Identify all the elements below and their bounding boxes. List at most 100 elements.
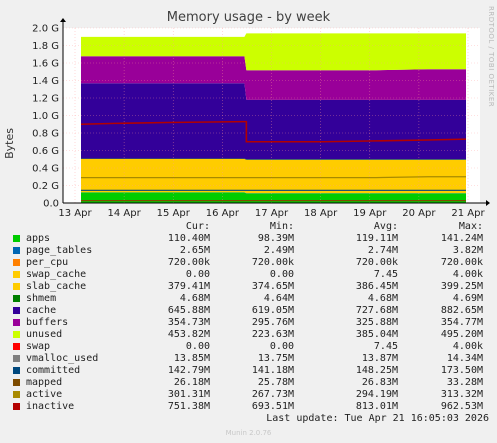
legend-min: 98.39M: [257, 233, 294, 244]
y-tick-label: 1.4 G: [32, 76, 59, 87]
x-tick-label: 18 Apr: [304, 208, 338, 219]
legend-name: unused: [26, 329, 63, 340]
legend-max: 495.20M: [440, 329, 483, 340]
legend-swatch: [13, 343, 20, 350]
legend-cur: 0.00: [185, 341, 210, 352]
legend-min: 141.18M: [251, 365, 294, 376]
last-update: Last update: Tue Apr 21 16:05:03 2026: [266, 413, 489, 424]
legend-max: 720.00k: [440, 257, 483, 268]
x-tick-label: 13 Apr: [58, 208, 92, 219]
y-tick-label: 1.0 G: [32, 111, 59, 122]
legend-cur: 379.41M: [167, 281, 210, 292]
legend-swatch: [13, 319, 20, 326]
legend-min: 374.65M: [251, 281, 294, 292]
header-min: Min:: [269, 221, 294, 232]
legend-swatch: [13, 271, 20, 278]
legend-avg: 4.68M: [367, 293, 398, 304]
legend-cur: 142.79M: [167, 365, 210, 376]
legend-cur: 645.88M: [167, 305, 210, 316]
legend-max: 173.50M: [440, 365, 483, 376]
legend-cur: 751.38M: [167, 401, 210, 412]
legend-max: 354.77M: [440, 317, 483, 328]
legend-min: 693.51M: [251, 401, 294, 412]
legend-avg: 813.01M: [355, 401, 398, 412]
area-apps: [81, 192, 466, 203]
x-tick-label: 16 Apr: [206, 208, 240, 219]
legend-table: Cur: Min: Avg: Max: apps 110.40M 98.39M 119…: [12, 221, 490, 413]
y-tick-label: 1.2 G: [32, 94, 59, 105]
area-page-tables: [81, 192, 466, 194]
legend-min: 619.05M: [251, 305, 294, 316]
line-inactive: [80, 120, 467, 143]
y-tick-label: 2.0 G: [32, 24, 59, 35]
x-tick-label: 17 Apr: [255, 208, 289, 219]
legend-name: slab_cache: [26, 281, 87, 292]
y-tick-label: 1.8 G: [32, 41, 59, 52]
legend-row-inactive: inactive 751.38M 693.51M 813.01M 962.53M: [12, 401, 490, 413]
legend-avg: 148.25M: [355, 365, 398, 376]
header-max: Max:: [458, 221, 483, 232]
x-tick-label: 20 Apr: [402, 208, 436, 219]
legend-min: 25.78M: [257, 377, 294, 388]
legend-avg: 26.83M: [361, 377, 398, 388]
legend-row-slab-cache: slab_cache 379.41M 374.65M 386.45M 399.25M: [12, 281, 490, 293]
x-tick-label: 21 Apr: [451, 208, 485, 219]
legend-cur: 354.73M: [167, 317, 210, 328]
legend-name: cache: [26, 305, 57, 316]
legend-max: 4.00k: [452, 269, 483, 280]
legend-cur: 453.82M: [167, 329, 210, 340]
legend-min: 267.73M: [251, 389, 294, 400]
legend-swatch: [13, 259, 20, 266]
legend-avg: 727.68M: [355, 305, 398, 316]
area-slab-cache: [81, 159, 466, 194]
legend-cur: 301.31M: [167, 389, 210, 400]
legend-row-apps: apps 110.40M 98.39M 119.11M 141.24M: [12, 233, 490, 245]
legend-row-shmem: shmem 4.68M 4.64M 4.68M 4.69M: [12, 293, 490, 305]
legend-min: 0.00: [269, 341, 294, 352]
legend-max: 3.82M: [452, 245, 483, 256]
legend-swatch: [13, 391, 20, 398]
legend-cur: 26.18M: [173, 377, 210, 388]
legend-swatch: [13, 307, 20, 314]
y-tick-label: 0.6 G: [32, 146, 59, 157]
y-tick-label: 1.6 G: [32, 59, 59, 70]
legend-name: shmem: [26, 293, 57, 304]
x-tick-label: 15 Apr: [157, 208, 191, 219]
legend-cur: 0.00: [185, 269, 210, 280]
legend-cur: 110.40M: [167, 233, 210, 244]
header-avg: Avg:: [373, 221, 398, 232]
legend-cur: 720.00k: [167, 257, 210, 268]
line-active: [81, 176, 466, 179]
legend-min: 2.49M: [263, 245, 294, 256]
legend-swatch: [13, 355, 20, 362]
legend-max: 313.32M: [440, 389, 483, 400]
legend-row-page-tables: page_tables 2.65M 2.49M 2.74M 3.82M: [12, 245, 490, 257]
legend-cur: 2.65M: [179, 245, 210, 256]
legend-avg: 7.45: [373, 269, 398, 280]
rrdtool-credit: RRDTOOL / TOBI OETIKER: [487, 6, 495, 108]
legend-name: inactive: [26, 401, 75, 412]
legend-min: 4.64M: [263, 293, 294, 304]
legend-max: 14.34M: [446, 353, 483, 364]
legend-avg: 294.19M: [355, 389, 398, 400]
legend-avg: 386.45M: [355, 281, 398, 292]
y-axis-arrow: [60, 18, 66, 22]
legend-max: 141.24M: [440, 233, 483, 244]
legend-min: 223.63M: [251, 329, 294, 340]
legend-row-cache: cache 645.88M 619.05M 727.68M 882.65M: [12, 305, 490, 317]
x-axis-arrow: [486, 200, 490, 206]
legend-swatch: [13, 247, 20, 254]
legend-max: 962.53M: [440, 401, 483, 412]
legend-avg: 325.88M: [355, 317, 398, 328]
legend-name: swap: [26, 341, 51, 352]
legend-avg: 7.45: [373, 341, 398, 352]
legend-min: 295.76M: [251, 317, 294, 328]
legend-name: mapped: [26, 377, 63, 388]
area-shmem: [81, 158, 466, 160]
legend-max: 33.28M: [446, 377, 483, 388]
legend-swatch: [13, 367, 20, 374]
legend-row-mapped: mapped 26.18M 25.78M 26.83M 33.28M: [12, 377, 490, 389]
legend-row-committed: committed 142.79M 141.18M 148.25M 173.50M: [12, 365, 490, 377]
legend-avg: 385.04M: [355, 329, 398, 340]
header-cur: Cur:: [185, 221, 210, 232]
